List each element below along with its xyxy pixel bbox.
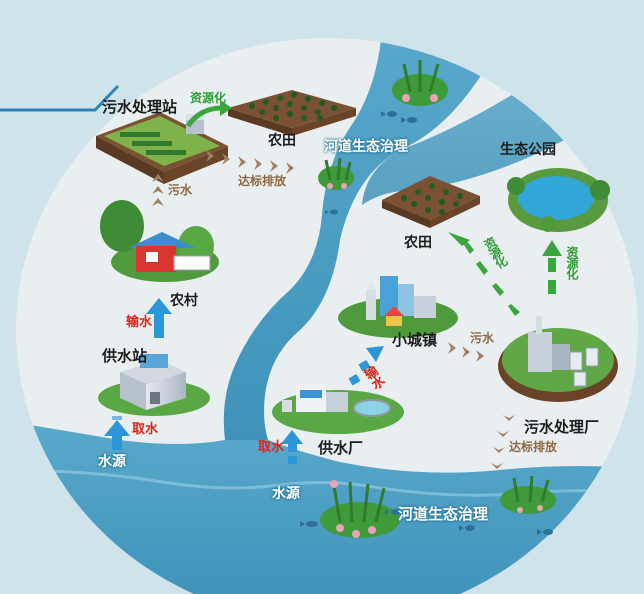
wastewater-station-label: 污水处理站 xyxy=(102,98,178,116)
fish-icon xyxy=(325,111,417,215)
farmland-label-right: 农田 xyxy=(404,235,432,251)
wastewater-plant-label: 污水处理厂 xyxy=(524,418,600,436)
discharge-chevrons-bottom xyxy=(491,415,515,469)
intake-label-right: 取水 xyxy=(258,440,285,455)
sewage-label-right: 污水 xyxy=(470,331,495,345)
transport-label-left: 输水 xyxy=(126,315,153,330)
discharge-label-bottom: 达标排放 xyxy=(509,440,558,454)
water-source-label-bottom: 水源 xyxy=(272,486,300,502)
lake-icon xyxy=(507,168,610,232)
eco-park-label: 生态公园 xyxy=(500,142,556,158)
discharge-chevrons-top xyxy=(206,150,294,174)
transport-arrows-right xyxy=(348,346,384,386)
fish-icon xyxy=(300,509,553,535)
resource-label-right-b: 资源化 xyxy=(565,246,579,279)
water-plant-icon xyxy=(272,384,404,434)
water-plant-label: 供水厂 xyxy=(318,439,364,457)
river-eco-label-top: 河道生态治理 xyxy=(324,139,408,155)
small-town-label: 小城镇 xyxy=(392,331,438,349)
river-eco-label-bottom: 河道生态治理 xyxy=(398,505,489,523)
river-upper xyxy=(223,38,520,440)
water-supply-station-icon xyxy=(98,354,210,416)
intake-arrow-left xyxy=(104,416,130,450)
sewage-chevrons-right xyxy=(448,342,484,362)
connector-line xyxy=(0,84,120,112)
water-supply-station-label: 供水站 xyxy=(102,347,148,365)
farm-field-icon xyxy=(228,90,356,136)
intake-arrow-right xyxy=(281,430,303,464)
wastewater-plant-icon xyxy=(498,316,618,402)
village-label: 农村 xyxy=(170,293,198,309)
wastewater-station-tray xyxy=(96,112,228,184)
intake-label-left: 取水 xyxy=(132,422,159,437)
resource-label-top: 资源化 xyxy=(190,91,227,105)
discharge-label-top: 达标排放 xyxy=(238,174,287,188)
reed-plant-icon xyxy=(392,60,448,106)
farm-field-icon xyxy=(382,176,480,228)
water-source-label-left: 水源 xyxy=(98,454,126,470)
reed-plant-icon xyxy=(500,475,556,514)
transport-arrow-left xyxy=(146,298,172,338)
village-house-icon xyxy=(100,200,219,282)
resource-arrowhead-top xyxy=(220,100,232,116)
resource-arrow-top xyxy=(185,105,223,128)
sewage-label-left: 污水 xyxy=(168,183,193,197)
farmland-label-top: 农田 xyxy=(268,133,296,149)
resource-arrows-right xyxy=(448,232,562,316)
reed-plant-icon xyxy=(318,157,354,190)
small-town-icon xyxy=(338,276,458,338)
reed-plant-icon xyxy=(320,480,400,538)
sewage-chevrons-left xyxy=(152,174,164,206)
